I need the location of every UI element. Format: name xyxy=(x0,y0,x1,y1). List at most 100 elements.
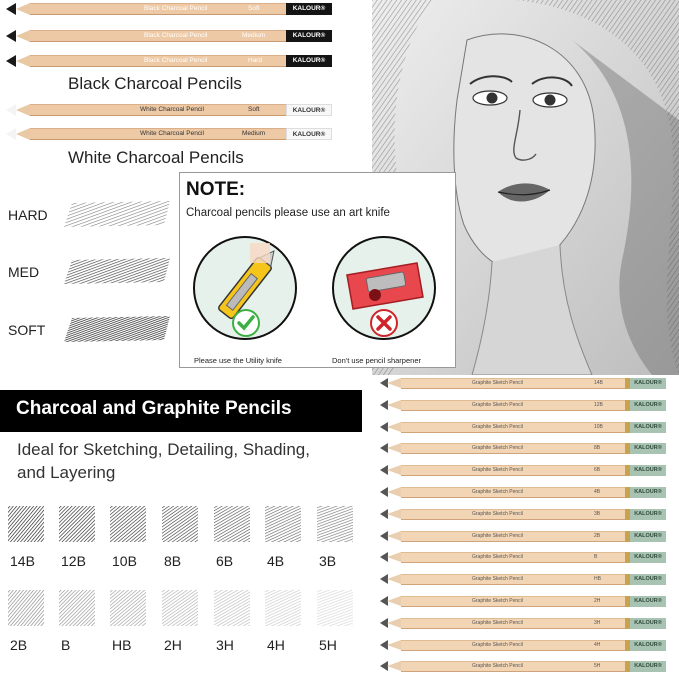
graphite-pencil-brand: KALOUR® xyxy=(630,617,666,629)
pencil-sharpener-icon xyxy=(331,235,437,341)
swatch-4h xyxy=(264,589,302,627)
stroke-label-soft: SOFT xyxy=(8,322,46,338)
graphite-pencil-brand: KALOUR® xyxy=(630,378,666,389)
stroke-label-hard: HARD xyxy=(8,207,48,223)
subtitle-line1: Ideal for Sketching, Detailing, Shading, xyxy=(17,440,310,459)
black-charcoal-pencil-medium: Black Charcoal Pencil Medium KALOUR® xyxy=(6,30,332,42)
graphite-pencil-name: Graphite Sketch Pencil xyxy=(472,401,523,408)
graphite-pencil-grade: 2B xyxy=(594,532,601,539)
swatch-2b xyxy=(7,589,45,627)
swatch-label: 4B xyxy=(267,553,285,569)
graphite-pencil-brand: KALOUR® xyxy=(630,443,666,455)
graphite-pencil-brand: KALOUR® xyxy=(630,421,666,433)
swatch-label: 12B xyxy=(61,553,86,569)
graphite-pencil-brand: KALOUR® xyxy=(630,399,666,411)
swatch-label: B xyxy=(61,637,71,653)
swatch-8b xyxy=(161,505,199,543)
white-charcoal-pencil-soft: White Charcoal Pencil Soft KALOUR® xyxy=(6,104,332,116)
swatch-14b xyxy=(7,505,45,543)
graphite-pencil-grade: HB xyxy=(594,576,601,583)
swatch-label: 14B xyxy=(10,553,35,569)
graphite-pencil-name: Graphite Sketch Pencil xyxy=(472,554,523,561)
graphite-pencil-brand: KALOUR® xyxy=(630,596,666,607)
graphite-pencil-brand: KALOUR® xyxy=(630,508,666,520)
graphite-pencil-8b: Graphite Sketch Pencil 8B KALOUR® xyxy=(380,443,666,455)
swatch-label: HB xyxy=(112,637,132,653)
graphite-pencil-grade: 3H xyxy=(594,619,601,626)
swatch-label: 3B xyxy=(319,553,337,569)
graphite-pencil-name: Graphite Sketch Pencil xyxy=(472,467,523,474)
swatch-label: 3H xyxy=(216,637,234,653)
graphite-pencil-brand: KALOUR® xyxy=(630,574,666,586)
swatch-3h xyxy=(213,589,251,627)
graphite-pencil-3h: Graphite Sketch Pencil 3H KALOUR® xyxy=(380,617,666,629)
hard-stroke-sample xyxy=(60,199,172,229)
graphite-pencil-grade: 12B xyxy=(594,401,603,408)
graphite-pencil-grade: 2H xyxy=(594,598,601,604)
cross-icon xyxy=(370,309,398,337)
graphite-pencil-name: Graphite Sketch Pencil xyxy=(472,445,523,452)
swatch-b xyxy=(58,589,96,627)
swatch-label: 10B xyxy=(112,553,137,569)
graphite-pencil-name: Graphite Sketch Pencil xyxy=(472,489,523,495)
utility-knife-caption: Please use the Utility knife xyxy=(194,356,282,365)
graphite-pencil-name: Graphite Sketch Pencil xyxy=(472,619,523,626)
graphite-pencil-4h: Graphite Sketch Pencil 4H KALOUR® xyxy=(380,639,666,651)
graphite-pencil-3b: Graphite Sketch Pencil 3B KALOUR® xyxy=(380,508,666,520)
swatch-label: 5H xyxy=(319,637,337,653)
graphite-pencil-b: Graphite Sketch Pencil B KALOUR® xyxy=(380,552,666,564)
graphite-pencil-2h: Graphite Sketch Pencil 2H KALOUR® xyxy=(380,596,666,607)
swatch-10b xyxy=(109,505,147,543)
note-box: NOTE: Charcoal pencils please use an art… xyxy=(179,172,456,368)
graphite-pencil-grade: 14B xyxy=(594,380,603,386)
graphite-pencil-name: Graphite Sketch Pencil xyxy=(472,576,523,583)
graphite-pencil-brand: KALOUR® xyxy=(630,530,666,542)
graphite-pencil-name: Graphite Sketch Pencil xyxy=(472,598,523,604)
graphite-pencil-name: Graphite Sketch Pencil xyxy=(472,663,523,670)
graphite-pencil-brand: KALOUR® xyxy=(630,465,666,477)
graphite-pencil-2b: Graphite Sketch Pencil 2B KALOUR® xyxy=(380,530,666,542)
black-charcoal-pencil-hard: Black Charcoal Pencil Hard KALOUR® xyxy=(6,55,332,67)
subtitle-line2: and Layering xyxy=(17,463,116,482)
white-charcoal-pencil-medium: White Charcoal Pencil Medium KALOUR® xyxy=(6,128,332,140)
graphite-pencil-hb: Graphite Sketch Pencil HB KALOUR® xyxy=(380,574,666,586)
graphite-pencil-12b: Graphite Sketch Pencil 12B KALOUR® xyxy=(380,399,666,411)
graphite-pencil-grade: 3B xyxy=(594,510,601,517)
swatch-label: 8B xyxy=(164,553,182,569)
stroke-label-med: MED xyxy=(8,264,40,280)
title-banner: Charcoal and Graphite Pencils xyxy=(0,390,362,432)
swatch-label: 2H xyxy=(164,637,182,653)
banner-title: Charcoal and Graphite Pencils xyxy=(16,398,292,419)
portrait-sketch-image xyxy=(372,0,679,375)
utility-knife-icon xyxy=(192,235,298,341)
swatch-3b xyxy=(316,505,354,543)
graphite-pencil-14b: Graphite Sketch Pencil 14B KALOUR® xyxy=(380,378,666,389)
graphite-pencil-name: Graphite Sketch Pencil xyxy=(472,423,523,430)
check-icon xyxy=(232,309,260,337)
swatch-hb xyxy=(109,589,147,627)
graphite-pencil-grade: 4H xyxy=(594,641,601,648)
graphite-pencil-5h: Graphite Sketch Pencil 5H KALOUR® xyxy=(380,661,666,673)
graphite-pencil-grade: 6B xyxy=(594,467,601,474)
graphite-pencil-name: Graphite Sketch Pencil xyxy=(472,510,523,517)
swatch-label: 4H xyxy=(267,637,285,653)
graphite-pencil-brand: KALOUR® xyxy=(630,661,666,673)
graphite-pencil-grade: 10B xyxy=(594,423,603,430)
graphite-pencil-brand: KALOUR® xyxy=(630,487,666,498)
swatch-4b xyxy=(264,505,302,543)
graphite-pencil-brand: KALOUR® xyxy=(630,552,666,564)
black-charcoal-caption: Black Charcoal Pencils xyxy=(68,74,242,93)
swatch-label: 6B xyxy=(216,553,234,569)
swatch-2h xyxy=(161,589,199,627)
graphite-pencil-name: Graphite Sketch Pencil xyxy=(472,380,523,386)
graphite-pencil-grade: B xyxy=(594,554,598,561)
soft-stroke-sample xyxy=(60,314,172,344)
graphite-pencil-10b: Graphite Sketch Pencil 10B KALOUR® xyxy=(380,421,666,433)
swatch-6b xyxy=(213,505,251,543)
white-charcoal-caption: White Charcoal Pencils xyxy=(68,148,244,167)
graphite-pencil-name: Graphite Sketch Pencil xyxy=(472,641,523,648)
no-sharpener-caption: Don't use pencil sharpener xyxy=(332,356,421,365)
black-charcoal-pencil-soft: Black Charcoal Pencil Soft KALOUR® xyxy=(6,3,332,15)
swatch-label: 2B xyxy=(10,637,28,653)
note-text: Charcoal pencils please use an art knife xyxy=(186,207,390,219)
